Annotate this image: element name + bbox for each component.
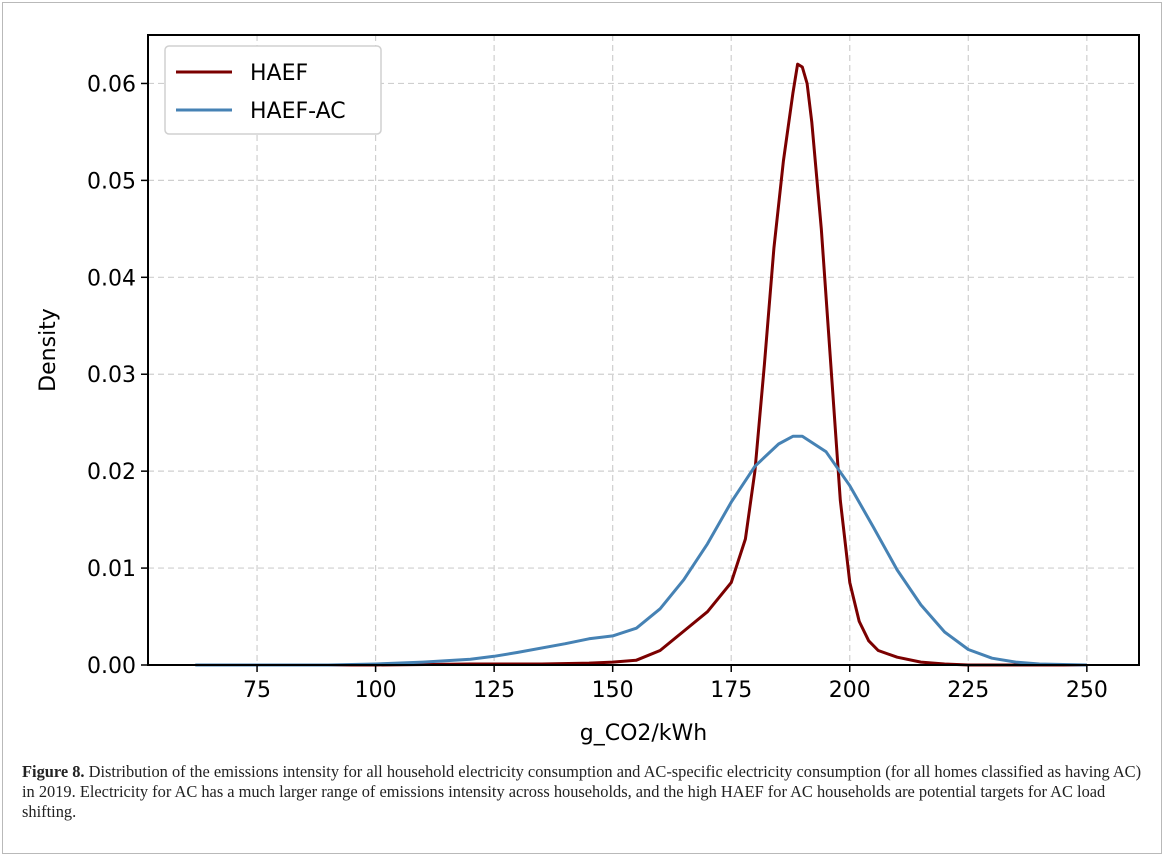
plot-area-border bbox=[147, 34, 1140, 666]
legend: HAEF HAEF-AC bbox=[164, 45, 382, 135]
x-tick-label: 100 bbox=[355, 678, 397, 703]
x-tick-label: 175 bbox=[710, 678, 752, 703]
series-line-1 bbox=[195, 434, 1087, 667]
x-axis-label: g_CO2/kWh bbox=[580, 721, 708, 746]
series-line-0 bbox=[195, 62, 1087, 667]
density-chart: 75 100 125 150 175 200 225 250 0.00 0.01 0.02 0.03 0… bbox=[36, 34, 1140, 746]
y-tick-label: 0.05 bbox=[87, 169, 136, 194]
series-curves bbox=[195, 62, 1087, 667]
y-tick-label: 0.04 bbox=[87, 266, 136, 291]
figure-caption: Figure 8. Distribution of the emissions … bbox=[22, 762, 1142, 822]
x-tick-label: 75 bbox=[243, 678, 271, 703]
y-axis-label: Density bbox=[36, 308, 61, 392]
caption-label: Figure 8. bbox=[22, 762, 85, 781]
x-tick-label: 225 bbox=[947, 678, 989, 703]
x-tick-label: 150 bbox=[592, 678, 634, 703]
y-tick-label: 0.01 bbox=[87, 557, 136, 582]
legend-label-haef-ac: HAEF-AC bbox=[250, 99, 346, 124]
x-tick-label: 250 bbox=[1066, 678, 1108, 703]
y-tick-label: 0.02 bbox=[87, 460, 136, 485]
axis-ticks: 75 100 125 150 175 200 225 250 0.00 0.01 0.02 0.03 0… bbox=[87, 72, 1108, 703]
y-tick-label: 0.03 bbox=[87, 363, 136, 388]
y-tick-label: 0.00 bbox=[87, 654, 136, 679]
caption-text: Distribution of the emissions intensity … bbox=[22, 762, 1142, 821]
x-tick-label: 125 bbox=[473, 678, 515, 703]
x-tick-label: 200 bbox=[829, 678, 871, 703]
y-tick-label: 0.06 bbox=[87, 72, 136, 97]
legend-box bbox=[164, 45, 382, 135]
legend-label-haef: HAEF bbox=[250, 61, 308, 86]
